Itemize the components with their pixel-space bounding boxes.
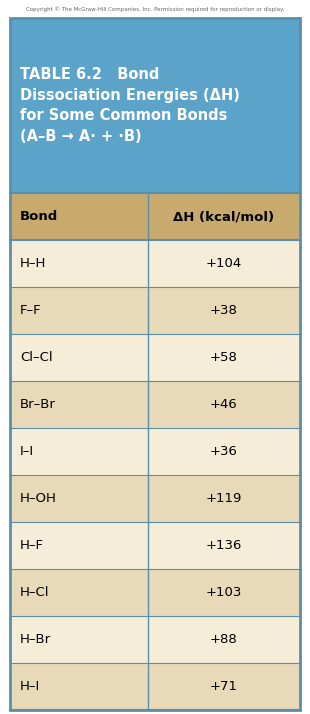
Text: +88: +88 <box>210 633 238 646</box>
Bar <box>148 193 300 240</box>
Bar <box>148 522 300 569</box>
Bar <box>148 663 300 710</box>
Text: H–F: H–F <box>20 539 44 552</box>
Bar <box>148 428 300 475</box>
Bar <box>148 569 300 616</box>
Text: H–I: H–I <box>20 680 40 693</box>
Text: H–Cl: H–Cl <box>20 586 50 599</box>
Bar <box>10 18 300 193</box>
Text: +46: +46 <box>210 398 238 411</box>
Bar <box>148 334 300 381</box>
Bar <box>148 616 300 663</box>
Bar <box>10 240 148 287</box>
Text: +58: +58 <box>210 351 238 364</box>
Bar <box>10 569 148 616</box>
Text: +104: +104 <box>206 257 242 270</box>
Bar <box>10 616 148 663</box>
Text: Copyright © The McGraw-Hill Companies, Inc. Permission required for reproduction: Copyright © The McGraw-Hill Companies, I… <box>26 6 284 12</box>
Bar <box>148 475 300 522</box>
Text: I–I: I–I <box>20 445 34 458</box>
Text: Cl–Cl: Cl–Cl <box>20 351 53 364</box>
Text: +36: +36 <box>210 445 238 458</box>
Text: +119: +119 <box>206 492 242 505</box>
Bar <box>148 287 300 334</box>
Text: Br–Br: Br–Br <box>20 398 56 411</box>
Text: +71: +71 <box>210 680 238 693</box>
Bar <box>10 663 148 710</box>
Text: Bond: Bond <box>20 210 58 223</box>
Bar <box>10 381 148 428</box>
Text: +136: +136 <box>206 539 242 552</box>
Bar <box>10 522 148 569</box>
Bar <box>10 334 148 381</box>
Text: H–OH: H–OH <box>20 492 57 505</box>
Text: H–H: H–H <box>20 257 46 270</box>
Bar <box>10 428 148 475</box>
Text: +103: +103 <box>206 586 242 599</box>
Text: F–F: F–F <box>20 304 42 317</box>
Bar <box>10 193 148 240</box>
Bar <box>148 240 300 287</box>
Text: TABLE 6.2   Bond
Dissociation Energies (ΔH)
for Some Common Bonds
(A–B → A· + ·B: TABLE 6.2 Bond Dissociation Energies (ΔH… <box>20 67 240 144</box>
Bar <box>10 287 148 334</box>
Text: H–Br: H–Br <box>20 633 51 646</box>
Bar <box>148 381 300 428</box>
Text: +38: +38 <box>210 304 238 317</box>
Text: ΔH (kcal/mol): ΔH (kcal/mol) <box>173 210 274 223</box>
Bar <box>10 475 148 522</box>
